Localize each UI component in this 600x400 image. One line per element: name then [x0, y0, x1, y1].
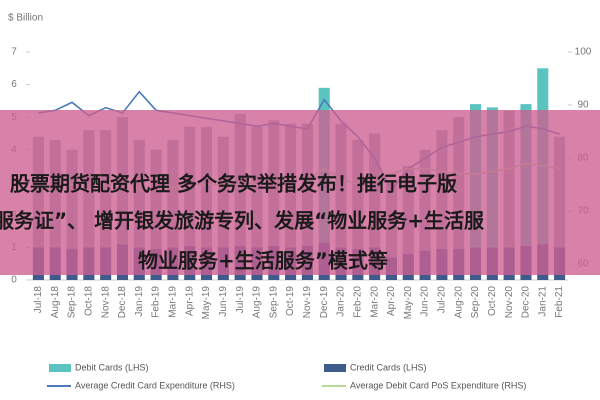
legend-label: Average Debit Card PoS Expenditure (RHS) — [350, 380, 526, 390]
x-tick-label: Oct-20 — [487, 286, 498, 316]
y-tick-label: 0 — [11, 275, 17, 286]
y-tick-label: 7 — [11, 47, 17, 58]
legend-label: Debit Cards (LHS) — [75, 362, 149, 372]
x-tick-label: Jan-19 — [134, 286, 145, 317]
x-tick-label: Feb-21 — [554, 286, 565, 318]
x-tick-label: Mar-19 — [168, 286, 179, 318]
x-tick-label: Aug-19 — [252, 286, 263, 319]
x-tick-label: Jul-19 — [235, 286, 246, 314]
x-tick-label: Mar-20 — [369, 286, 380, 318]
x-tick-label: Jul-20 — [437, 286, 448, 314]
x-tick-label: Nov-18 — [100, 286, 111, 319]
banner-text: 服务证”、 增开银发旅游专列、发展“物业服务+生活服 — [0, 209, 485, 233]
x-tick-label: Aug-20 — [453, 286, 464, 319]
legend-label: Credit Cards (LHS) — [350, 362, 427, 372]
y2-tick-label: 100 — [575, 47, 592, 58]
legend-label: Average Credit Card Expenditure (RHS) — [75, 380, 235, 390]
banner-text: 股票期货配资代理 多个务实举措发布！推行电子版 — [10, 172, 457, 196]
x-tick-label: Jan-21 — [537, 286, 548, 317]
x-tick-label: May-19 — [201, 286, 212, 320]
x-tick-label: Dec-19 — [319, 286, 330, 319]
y-axis-label: $ Billion — [8, 13, 43, 24]
x-tick-label: Dec-20 — [521, 286, 532, 319]
x-tick-label: Apr-20 — [386, 286, 397, 316]
y2-tick-label: 90 — [577, 100, 589, 111]
banner-text: 物业服务+生活服务”模式等 — [138, 249, 388, 273]
x-tick-label: Jun-19 — [218, 286, 229, 317]
x-tick-label: Apr-19 — [184, 286, 195, 316]
x-tick-label: Feb-20 — [352, 286, 363, 318]
x-tick-label: Sep-18 — [67, 286, 78, 319]
x-tick-label: Aug-18 — [50, 286, 61, 319]
x-tick-label: May-20 — [403, 286, 414, 320]
x-tick-label: Nov-20 — [504, 286, 515, 319]
x-tick-label: Jun-20 — [420, 286, 431, 317]
x-tick-label: Nov-19 — [302, 286, 313, 319]
banner — [0, 110, 600, 275]
x-tick-label: Sep-20 — [470, 286, 481, 319]
x-tick-label: Oct-18 — [83, 286, 94, 316]
y-tick-label: 6 — [11, 79, 17, 90]
legend-swatch — [324, 364, 346, 372]
x-tick-label: Jan-20 — [336, 286, 347, 317]
x-tick-label: Dec-18 — [117, 286, 128, 319]
x-tick-label: Sep-19 — [268, 286, 279, 319]
x-tick-label: Feb-19 — [151, 286, 162, 318]
x-tick-label: Oct-19 — [285, 286, 296, 316]
x-tick-label: Jul-18 — [33, 286, 44, 314]
legend-swatch — [49, 364, 71, 372]
